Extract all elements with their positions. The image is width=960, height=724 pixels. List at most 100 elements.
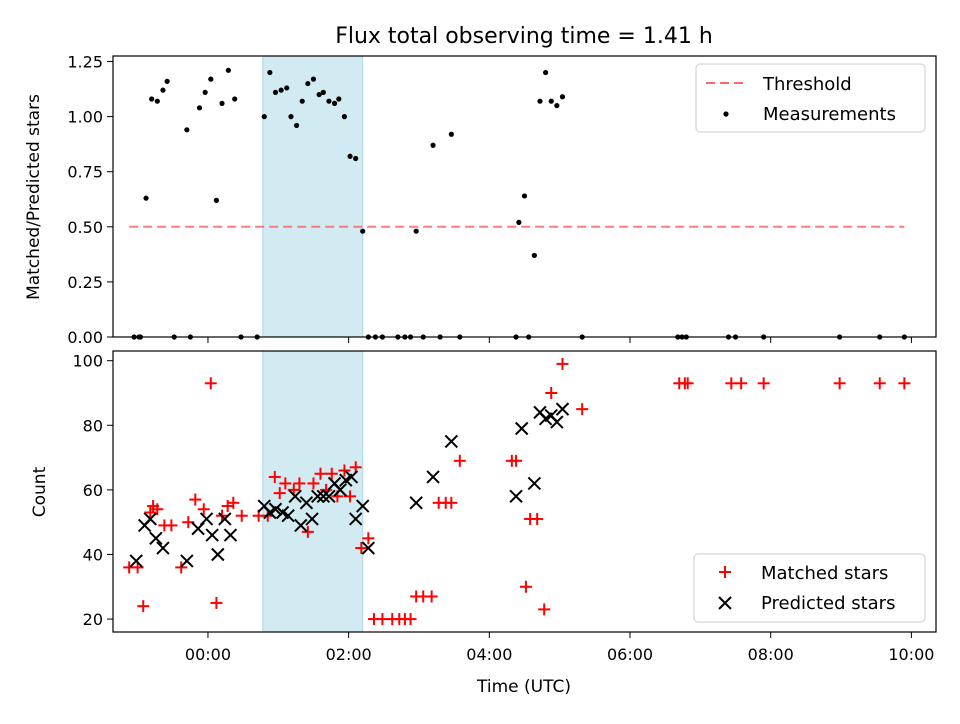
matched-star-point xyxy=(898,377,911,390)
top-legend: Threshold Measurements xyxy=(695,63,926,133)
measurement-point xyxy=(360,228,366,234)
matched-star-point xyxy=(531,512,544,525)
measurement-point xyxy=(154,98,160,104)
bottom-x-tick-label: 04:00 xyxy=(466,645,512,664)
measurement-point xyxy=(225,67,231,73)
measurement-point xyxy=(331,100,338,106)
matched-star-point xyxy=(833,377,846,390)
measurement-point xyxy=(267,69,273,76)
predicted-star-point xyxy=(305,512,319,526)
measurement-point xyxy=(548,98,554,104)
predicted-star-point xyxy=(281,509,295,523)
measurement-point xyxy=(559,94,566,100)
matched-star-point xyxy=(293,477,306,490)
measurement-point xyxy=(320,89,326,95)
matched-star-point xyxy=(137,600,150,613)
matched-star-point xyxy=(144,506,157,519)
top-y-tick-label: 0.50 xyxy=(67,218,103,237)
matched-star-point xyxy=(273,487,286,500)
predicted-star-point xyxy=(143,512,157,526)
predicted-star-point xyxy=(348,512,363,526)
predicted-star-point xyxy=(555,402,570,416)
bottom-x-tick-label: 10:00 xyxy=(888,645,934,664)
matched-star-point xyxy=(362,532,375,545)
matched-star-point xyxy=(197,503,210,516)
predicted-star-point xyxy=(409,496,423,510)
measurement-point xyxy=(219,100,225,106)
legend-threshold-label: Threshold xyxy=(762,74,852,95)
bottom-y-tick-label: 20 xyxy=(83,610,103,629)
bottom-panel: 20 40 60 80 100 00:00 02:00 04:00 06:00 08:00 10:… xyxy=(30,350,937,697)
matched-star-point xyxy=(355,542,368,555)
predicted-star-point xyxy=(527,476,542,491)
legend-measurements-swatch xyxy=(723,111,729,117)
top-y-tick-label: 1.25 xyxy=(67,53,103,72)
measurement-point xyxy=(149,96,155,102)
predicted-star-point xyxy=(322,489,336,504)
matched-star-point xyxy=(349,461,362,474)
matched-star-point xyxy=(425,590,438,603)
predicted-star-point xyxy=(426,470,440,484)
predicted-star-point xyxy=(199,512,214,526)
predicted-star-point xyxy=(156,541,170,555)
matched-star-point xyxy=(505,454,518,467)
matched-star-point xyxy=(545,386,558,399)
matched-star-point xyxy=(175,561,188,574)
measurement-point xyxy=(341,114,348,120)
measurement-point xyxy=(293,122,300,129)
bottom-y-tick-label: 40 xyxy=(83,545,103,564)
measurement-point xyxy=(516,219,522,225)
bottom-legend: Matched stars Predicted stars xyxy=(693,553,926,623)
measurement-point xyxy=(543,69,549,76)
measurement-point xyxy=(353,155,359,162)
matched-star-point xyxy=(165,519,178,532)
matched-star-point xyxy=(338,464,351,477)
predicted-star-point xyxy=(316,489,331,504)
top-y-axis-label: Matched/Predicted stars xyxy=(24,94,44,300)
matched-star-point xyxy=(204,377,217,390)
matched-star-point xyxy=(445,496,458,509)
bottom-plot-frame xyxy=(112,350,937,633)
matched-star-point xyxy=(681,377,694,390)
measurement-point xyxy=(284,85,290,91)
measurement-point xyxy=(184,127,190,133)
top-y-tick-label: 0.75 xyxy=(67,163,103,182)
matched-star-point xyxy=(519,580,532,593)
matched-star-point xyxy=(538,603,551,616)
measurement-point xyxy=(299,98,305,104)
predicted-star-point xyxy=(356,499,370,513)
matched-star-point xyxy=(757,377,770,390)
measurement-point xyxy=(310,76,317,82)
measurement-point xyxy=(347,153,353,159)
matched-star-point xyxy=(182,516,195,529)
predicted-star-point xyxy=(218,512,232,526)
top-shaded-region xyxy=(262,55,364,338)
matched-star-point xyxy=(325,467,338,480)
measurement-point xyxy=(160,87,166,93)
legend-matched-swatch xyxy=(719,566,731,578)
predicted-star-point xyxy=(205,528,219,542)
matched-star-point xyxy=(873,377,886,390)
predicted-star-point xyxy=(550,415,564,429)
top-chart-title: Flux total observing time = 1.41 h xyxy=(335,24,713,49)
predicted-star-point xyxy=(299,496,314,510)
predicted-star-point xyxy=(509,489,523,504)
measurement-point xyxy=(413,228,419,234)
matched-star-point xyxy=(344,490,357,503)
measurement-point xyxy=(278,87,284,93)
measurement-point xyxy=(531,252,537,259)
predicted-star-point xyxy=(361,541,376,555)
legend-measurements-label: Measurements xyxy=(763,104,896,125)
bottom-x-tick-label: 00:00 xyxy=(185,645,231,664)
bottom-y-axis-label: Count xyxy=(30,466,50,517)
bottom-y-tick-label: 60 xyxy=(83,481,103,500)
legend-matched-label: Matched stars xyxy=(761,563,888,584)
top-y-tick-label: 0.25 xyxy=(67,273,103,292)
predicted-star-point xyxy=(514,421,529,436)
matched-star-point xyxy=(453,454,466,467)
measurement-point xyxy=(521,193,528,199)
measurement-point xyxy=(336,96,342,102)
predicted-star-point xyxy=(149,531,163,546)
matched-star-point xyxy=(735,377,748,390)
measurement-point xyxy=(261,114,267,120)
